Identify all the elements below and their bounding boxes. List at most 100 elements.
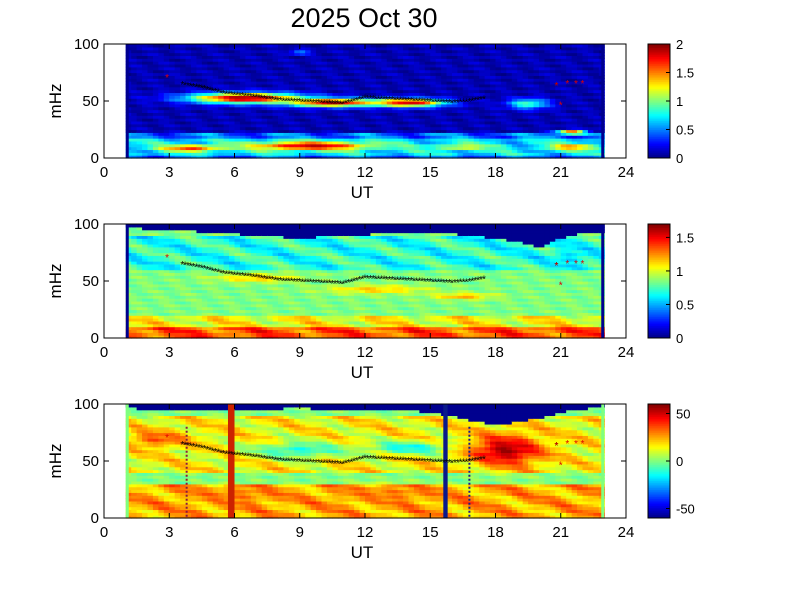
heatmap-cell <box>316 83 323 88</box>
heatmap-cell <box>517 126 524 131</box>
heatmap-cell <box>359 52 366 56</box>
heatmap-cell <box>180 109 187 113</box>
heatmap-cell <box>354 120 361 125</box>
heatmap-cell <box>310 143 317 148</box>
black-marker: * <box>230 90 234 101</box>
heatmap-cell <box>560 109 567 113</box>
black-marker-track: ****************************************… <box>180 80 558 110</box>
heatmap-cell <box>462 58 469 62</box>
black-marker: * <box>281 96 285 107</box>
heatmap-cell <box>169 72 176 76</box>
heatmap-cell <box>283 98 290 102</box>
heatmap-cell <box>283 83 290 88</box>
heatmap-cell <box>495 109 502 113</box>
heatmap-cell <box>218 112 225 116</box>
heatmap-cell <box>163 152 170 156</box>
heatmap-cell <box>359 86 366 91</box>
heatmap-cell <box>555 143 562 148</box>
heatmap-cell <box>272 112 279 116</box>
heatmap-cell <box>250 115 257 119</box>
heatmap-cell <box>571 138 578 142</box>
heatmap-cell <box>365 126 372 131</box>
heatmap-cell <box>587 55 594 59</box>
heatmap-cell <box>321 143 328 148</box>
heatmap-cell <box>577 98 584 102</box>
heatmap-cell <box>506 118 513 122</box>
heatmap-cell <box>180 149 187 153</box>
heatmap-cell <box>142 118 149 122</box>
heatmap-cell <box>555 115 562 119</box>
heatmap-cell <box>506 135 513 139</box>
heatmap-cell <box>201 63 208 68</box>
heatmap-cell <box>473 92 480 96</box>
heatmap-cell <box>386 129 393 133</box>
heatmap-cell <box>435 109 442 113</box>
heatmap-cell <box>201 123 208 128</box>
heatmap-cell <box>250 126 257 131</box>
heatmap-cell <box>261 118 268 122</box>
heatmap-cell <box>403 78 410 82</box>
heatmap-cell <box>316 69 323 74</box>
heatmap-cell <box>359 75 366 79</box>
black-marker: * <box>303 97 307 108</box>
heatmap-cell <box>305 101 312 105</box>
heatmap-cell <box>191 109 198 113</box>
heatmap-cell <box>348 138 355 142</box>
heatmap-cell <box>370 81 377 85</box>
heatmap-cell <box>310 123 317 128</box>
heatmap-cell <box>381 86 388 91</box>
heatmap-cell <box>326 92 333 96</box>
heatmap-cell <box>375 69 382 74</box>
black-marker: * <box>309 98 313 109</box>
heatmap-cell <box>180 123 187 128</box>
heatmap-cell <box>272 66 279 71</box>
heatmap-cell <box>218 152 225 156</box>
heatmap-cell <box>316 103 323 108</box>
heatmap-cell <box>593 129 600 133</box>
heatmap-cell <box>430 89 437 94</box>
y-tick-label: 50 <box>82 93 99 110</box>
heatmap-cell <box>566 152 573 156</box>
heatmap-cell <box>462 106 469 111</box>
heatmap-cell <box>495 140 502 145</box>
heatmap-cell <box>283 126 290 131</box>
heatmap-cell <box>381 95 388 99</box>
heatmap-cell <box>549 66 556 71</box>
heatmap-cell <box>517 92 524 96</box>
heatmap-cell <box>441 78 448 82</box>
heatmap-cell <box>506 112 513 116</box>
heatmap-cell <box>196 69 203 74</box>
heatmap-cell <box>223 86 230 91</box>
heatmap-cell <box>408 81 415 85</box>
heatmap-cell <box>147 83 154 88</box>
heatmap-cell <box>462 46 469 51</box>
heatmap-cell <box>587 155 594 159</box>
heatmap-cell <box>370 75 377 79</box>
heatmap-cell <box>528 95 535 99</box>
heatmap-cell <box>533 72 540 76</box>
heatmap-cell <box>223 155 230 159</box>
heatmap-cell <box>337 69 344 74</box>
heatmap-cell <box>397 143 404 148</box>
heatmap-cell <box>207 152 214 156</box>
heatmap-cell <box>272 138 279 142</box>
heatmap-cell <box>256 143 263 148</box>
heatmap-cell <box>386 140 393 145</box>
heatmap-cell <box>288 152 295 156</box>
heatmap-cell <box>332 120 339 125</box>
heatmap-cell <box>278 81 285 85</box>
heatmap-cell <box>528 146 535 151</box>
heatmap-cell <box>479 155 486 159</box>
heatmap-cell <box>283 101 290 105</box>
heatmap-cell <box>441 81 448 85</box>
heatmap-cell <box>468 52 475 56</box>
heatmap-cell <box>185 132 192 136</box>
heatmap-cell <box>169 78 176 82</box>
heatmap-cell <box>403 55 410 59</box>
heatmap-cell <box>435 46 442 51</box>
heatmap-cell <box>370 78 377 82</box>
heatmap-cell <box>441 75 448 79</box>
heatmap-cell <box>419 143 426 148</box>
heatmap-cell <box>278 66 285 71</box>
heatmap-cell <box>413 138 420 142</box>
